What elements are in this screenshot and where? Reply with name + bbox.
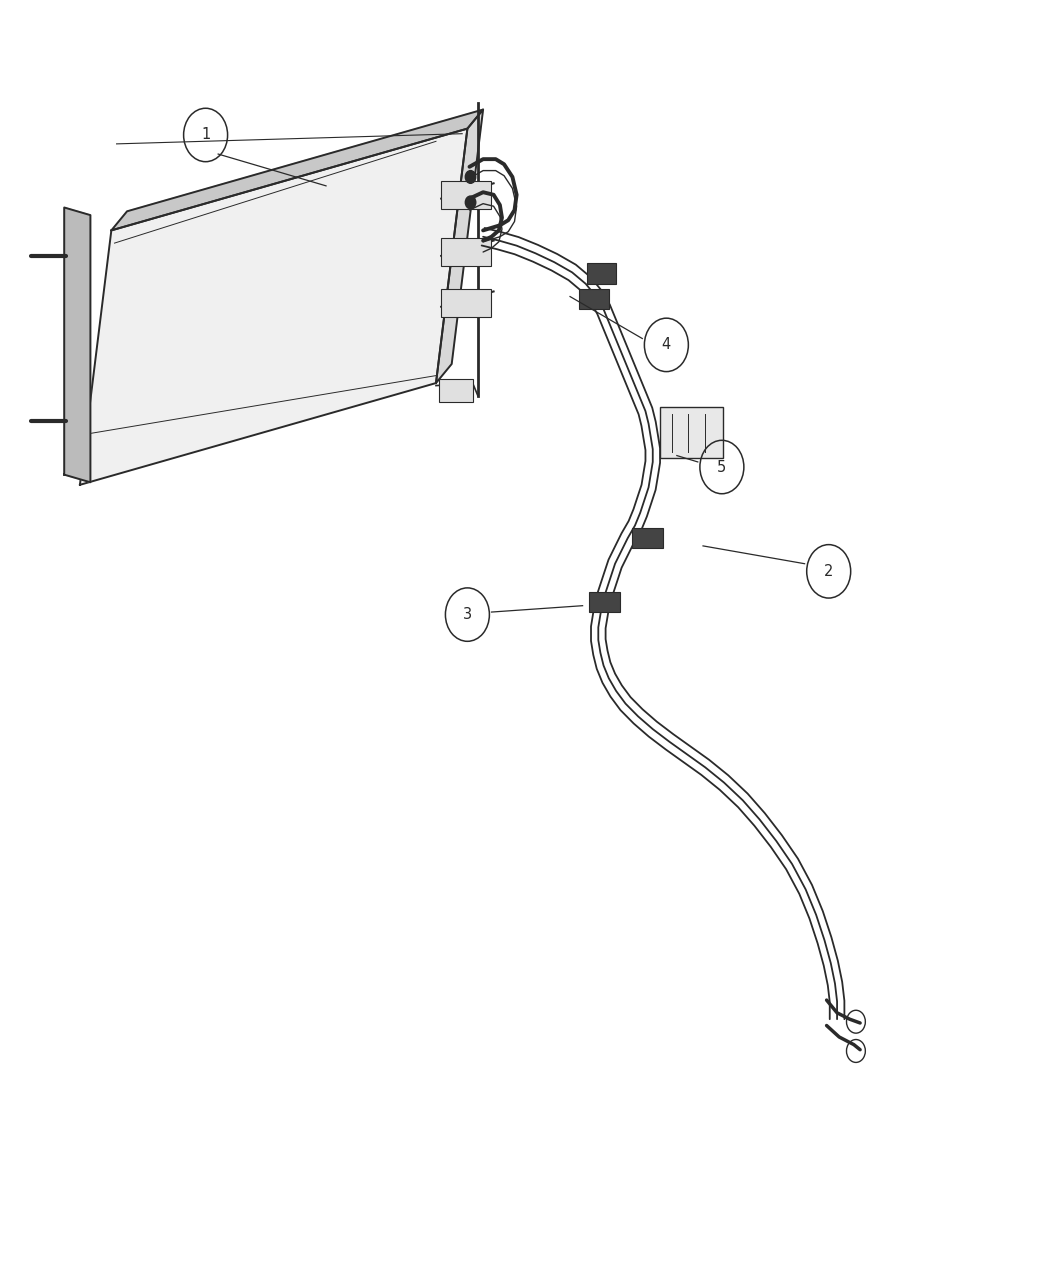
Text: 3: 3 [463, 607, 471, 622]
FancyBboxPatch shape [441, 289, 491, 317]
Text: 2: 2 [824, 564, 834, 579]
Text: 5: 5 [717, 459, 727, 474]
Circle shape [465, 171, 476, 184]
Polygon shape [80, 129, 467, 484]
FancyBboxPatch shape [660, 407, 723, 458]
Text: 1: 1 [201, 128, 210, 143]
FancyBboxPatch shape [439, 379, 472, 402]
Polygon shape [111, 110, 483, 231]
Polygon shape [436, 110, 483, 382]
Bar [580, 289, 609, 310]
FancyBboxPatch shape [441, 181, 491, 209]
Bar [589, 592, 621, 612]
Polygon shape [64, 208, 90, 482]
Circle shape [465, 196, 476, 209]
Text: 4: 4 [662, 338, 671, 352]
Bar [587, 264, 616, 284]
Bar [632, 528, 664, 548]
FancyBboxPatch shape [441, 238, 491, 266]
